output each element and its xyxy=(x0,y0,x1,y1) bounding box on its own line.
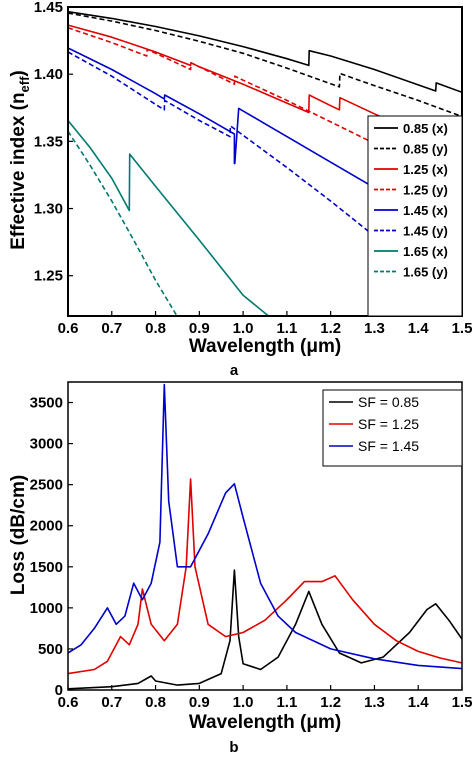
x-tick-label: 1.0 xyxy=(233,694,254,711)
y-tick-label: 1.25 xyxy=(34,268,63,285)
series-line-7 xyxy=(68,119,270,316)
series-line-8 xyxy=(68,130,178,316)
x-tick-label: 0.7 xyxy=(101,320,122,337)
x-tick-label: 0.8 xyxy=(145,320,166,337)
legend-entry: 1.45 (y) xyxy=(403,224,448,239)
series-line-5 xyxy=(68,47,462,240)
legend: 0.85 (x) 0.85 (y) 1.25 (x) 1.25 (y) 1.45 (x)… xyxy=(367,115,463,317)
x-tick-label: 0.6 xyxy=(58,320,79,337)
series-line-3 xyxy=(68,383,462,670)
y-tick-label: 2000 xyxy=(30,518,63,535)
legend-entry: 1.65 (x) xyxy=(403,244,448,259)
legend-entry: 1.65 (y) xyxy=(403,265,448,280)
y-tick-label: 1.30 xyxy=(34,201,63,218)
series-line-1 xyxy=(68,10,462,94)
series-line-4 xyxy=(68,27,462,188)
x-tick-label: 1.1 xyxy=(276,320,297,337)
y-tick-label: 500 xyxy=(38,641,63,658)
series-line-2 xyxy=(68,478,462,675)
x-tick-label: 0.9 xyxy=(189,320,210,337)
y-tick-label: 0 xyxy=(55,682,63,699)
series-line-1 xyxy=(68,569,462,690)
y-tick-label: 1.45 xyxy=(34,0,63,16)
effective-index-chart: 0.6 0.7 0.8 0.9 1.0 1.1 1.2 1.3 1.4 1.5 1.25 1.30 1.… xyxy=(8,0,472,379)
panel-label: a xyxy=(230,362,239,379)
x-tick-label: 0.7 xyxy=(101,694,122,711)
x-tick-label: 0.9 xyxy=(189,694,210,711)
legend-entry: 0.85 (y) xyxy=(403,142,448,157)
x-tick-label: 1.0 xyxy=(233,320,254,337)
y-tick-label: 1.35 xyxy=(34,133,63,150)
panel-label: b xyxy=(229,739,238,756)
x-tick-label: 1.2 xyxy=(320,320,341,337)
y-tick-label: 3000 xyxy=(30,436,63,453)
series-line-6 xyxy=(68,51,462,307)
y-tick-label: 1500 xyxy=(30,559,63,576)
x-tick-label: 0.8 xyxy=(145,694,166,711)
legend-entry: SF = 1.25 xyxy=(358,416,419,432)
y-tick-label: 2500 xyxy=(30,477,63,494)
y-axis-label-close: ) xyxy=(8,70,29,76)
legend-entry: SF = 0.85 xyxy=(358,394,419,410)
loss-chart: 0.6 0.7 0.8 0.9 1.0 1.1 1.2 1.3 1.4 1.5 0 500 1000 15… xyxy=(8,381,473,756)
y-axis-label-subscript: eff xyxy=(17,76,32,93)
x-axis-label: Wavelength (μm) xyxy=(189,336,341,357)
legend-entry: SF = 1.45 xyxy=(358,438,419,454)
plot-frame xyxy=(67,381,463,691)
x-tick-label: 1.3 xyxy=(364,320,385,337)
x-tick-label: 1.1 xyxy=(276,694,297,711)
series-line-3 xyxy=(68,24,462,155)
x-tick-label: 1.5 xyxy=(452,694,473,711)
y-tick-label: 3500 xyxy=(30,395,63,412)
legend-entry: 1.25 (x) xyxy=(403,162,448,177)
legend-entry: 0.85 (x) xyxy=(403,121,448,136)
legend: SF = 0.85 SF = 1.25 SF = 1.45 xyxy=(322,389,463,467)
legend-entry: 1.45 (x) xyxy=(403,203,448,218)
x-tick-label: 1.4 xyxy=(408,694,430,711)
y-tick-label: 1000 xyxy=(30,600,63,617)
x-tick-label: 1.4 xyxy=(408,320,430,337)
y-tick-label: 1.40 xyxy=(34,66,63,83)
x-tick-label: 0.6 xyxy=(58,694,79,711)
x-axis-label: Wavelength (μm) xyxy=(189,712,341,733)
series-line-2 xyxy=(68,12,462,118)
y-axis-label: Loss (dB/cm) xyxy=(8,475,29,595)
y-axis-label: Effective index (neff) xyxy=(8,70,32,250)
x-tick-label: 1.3 xyxy=(364,694,385,711)
x-tick-label: 1.5 xyxy=(452,320,473,337)
y-axis-label-main: Effective index (n xyxy=(8,92,29,249)
legend-entry: 1.25 (y) xyxy=(403,183,448,198)
x-tick-label: 1.2 xyxy=(320,694,341,711)
